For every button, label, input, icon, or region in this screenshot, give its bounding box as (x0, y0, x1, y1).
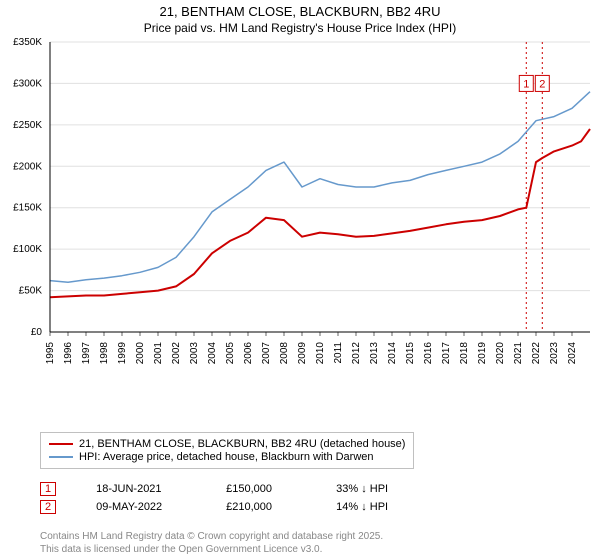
x-tick-label: 2007 (261, 342, 272, 365)
x-tick-label: 2018 (459, 342, 470, 365)
x-tick-label: 2014 (387, 342, 398, 365)
y-tick-label: £50K (19, 286, 43, 297)
x-tick-label: 2000 (135, 342, 146, 365)
legend-label: 21, BENTHAM CLOSE, BLACKBURN, BB2 4RU (d… (79, 438, 405, 450)
x-tick-label: 1998 (99, 342, 110, 365)
x-tick-label: 2019 (477, 342, 488, 365)
marker-label: 1 (523, 78, 529, 90)
price-chart: £0 £50K £100K £150K £200K £250K £300K £350K 1995… (0, 38, 600, 388)
x-tick-label: 2016 (423, 342, 434, 365)
x-tick-label: 1997 (81, 342, 92, 365)
y-tick-label: £150K (13, 203, 42, 214)
y-tick-label: £200K (13, 161, 42, 172)
x-tick-label: 2001 (153, 342, 164, 365)
x-tick-label: 2017 (441, 342, 452, 365)
marker-label: 2 (539, 78, 545, 90)
legend-swatch (49, 456, 73, 458)
dp-marker: 1 (40, 482, 56, 496)
x-tick-label: 2006 (243, 342, 254, 365)
x-tick-label: 2020 (495, 342, 506, 365)
x-tick-label: 2022 (531, 342, 542, 365)
title-line1: 21, BENTHAM CLOSE, BLACKBURN, BB2 4RU (0, 4, 600, 19)
x-tick-label: 2005 (225, 342, 236, 365)
legend-row: 21, BENTHAM CLOSE, BLACKBURN, BB2 4RU (d… (49, 438, 405, 450)
x-tick-label: 2009 (297, 342, 308, 365)
x-tick-label: 2004 (207, 342, 218, 365)
x-tick-label: 1996 (63, 342, 74, 365)
legend-row: HPI: Average price, detached house, Blac… (49, 451, 405, 463)
y-tick-label: £0 (31, 327, 43, 338)
data-point-row: 2 09-MAY-2022 £210,000 14% ↓ HPI (40, 500, 426, 514)
dp-price: £210,000 (226, 501, 296, 513)
legend-label: HPI: Average price, detached house, Blac… (79, 451, 374, 463)
x-tick-label: 1999 (117, 342, 128, 365)
data-point-row: 1 18-JUN-2021 £150,000 33% ↓ HPI (40, 482, 426, 496)
data-points-table: 1 18-JUN-2021 £150,000 33% ↓ HPI 2 09-MAY-202… (40, 478, 426, 518)
x-tick-label: 2012 (351, 342, 362, 365)
chart-title-block: 21, BENTHAM CLOSE, BLACKBURN, BB2 4RU Pr… (0, 0, 600, 35)
dp-delta: 14% ↓ HPI (336, 501, 426, 513)
x-tick-label: 2003 (189, 342, 200, 365)
x-tick-label: 2015 (405, 342, 416, 365)
x-tick-label: 2023 (549, 342, 560, 365)
x-tick-label: 2013 (369, 342, 380, 365)
x-tick-label: 2008 (279, 342, 290, 365)
x-tick-label: 2011 (333, 342, 344, 364)
x-tick-label: 2024 (567, 342, 578, 365)
footer-line1: Contains HM Land Registry data © Crown c… (40, 530, 383, 543)
x-tick-label: 2010 (315, 342, 326, 365)
dp-date: 09-MAY-2022 (96, 501, 186, 513)
footer-attribution: Contains HM Land Registry data © Crown c… (40, 530, 383, 556)
y-tick-label: £350K (13, 38, 42, 48)
footer-line2: This data is licensed under the Open Gov… (40, 543, 383, 556)
y-tick-label: £300K (13, 78, 42, 89)
legend-swatch (49, 443, 73, 445)
y-tick-label: £100K (13, 244, 42, 255)
dp-marker: 2 (40, 500, 56, 514)
dp-date: 18-JUN-2021 (96, 483, 186, 495)
y-tick-label: £250K (13, 120, 42, 131)
title-line2: Price paid vs. HM Land Registry's House … (0, 21, 600, 35)
dp-delta: 33% ↓ HPI (336, 483, 426, 495)
x-tick-label: 2021 (513, 342, 524, 365)
dp-price: £150,000 (226, 483, 296, 495)
x-tick-label: 1995 (45, 342, 56, 365)
legend: 21, BENTHAM CLOSE, BLACKBURN, BB2 4RU (d… (40, 432, 414, 469)
x-tick-label: 2002 (171, 342, 182, 365)
